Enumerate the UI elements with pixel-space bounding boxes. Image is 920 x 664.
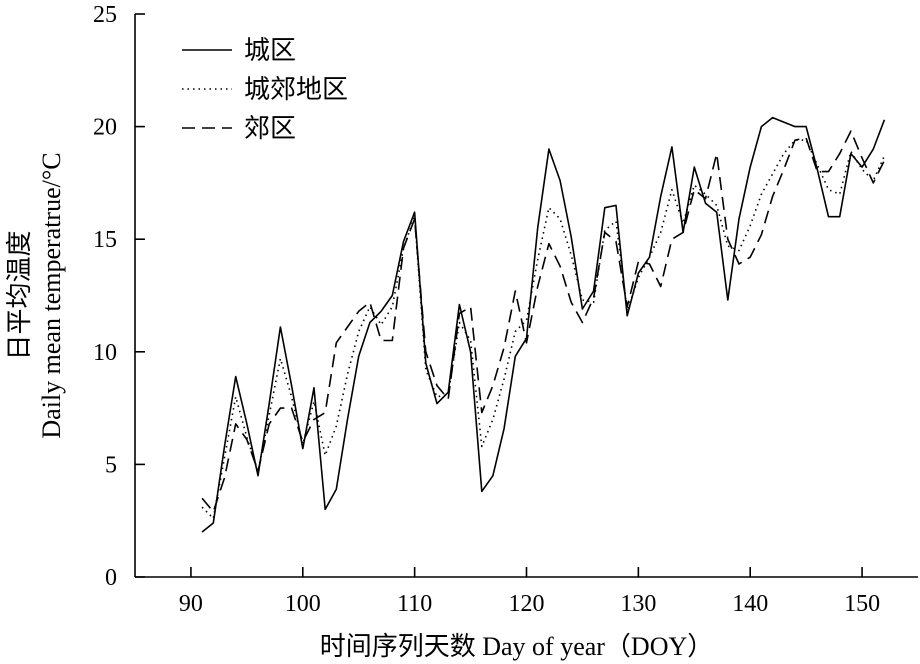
x-ticks: 90 100 110 120 130 140 150	[179, 567, 880, 617]
y-axis-title-en: Daily mean temperatrue/°C	[37, 152, 66, 438]
y-axis-title: 日平均温度 Daily mean temperatrue/°C	[5, 152, 66, 438]
series-line-3	[201, 130, 886, 513]
axes: 90 100 110 120 130 140 150 0 5 10 15 20 25	[93, 2, 918, 617]
x-axis-title: 时间序列天数 Day of year（DOY）	[320, 632, 714, 661]
x-tick-label: 150	[844, 591, 880, 617]
series-line-2	[201, 139, 886, 520]
x-tick-label: 90	[179, 591, 203, 617]
y-tick-label: 15	[93, 227, 117, 253]
x-tick-label: 120	[509, 591, 545, 617]
x-tick-label: 100	[285, 591, 321, 617]
legend-label-1: 城区	[244, 36, 296, 65]
y-ticks: 0 5 10 15 20 25	[93, 2, 145, 591]
y-tick-label: 20	[93, 115, 117, 141]
legend-label-2: 城郊地区	[244, 75, 348, 104]
series-line-1	[201, 116, 886, 533]
x-tick-label: 130	[620, 591, 656, 617]
y-tick-label: 25	[93, 2, 117, 28]
y-tick-label: 10	[93, 340, 117, 366]
series-group	[201, 116, 886, 533]
y-axis-title-cn: 日平均温度	[5, 230, 34, 360]
x-tick-label: 110	[397, 591, 432, 617]
y-tick-label: 0	[105, 565, 117, 591]
y-tick-label: 5	[105, 452, 117, 478]
legend-label-3: 郊区	[244, 114, 296, 143]
x-tick-label: 140	[732, 591, 768, 617]
